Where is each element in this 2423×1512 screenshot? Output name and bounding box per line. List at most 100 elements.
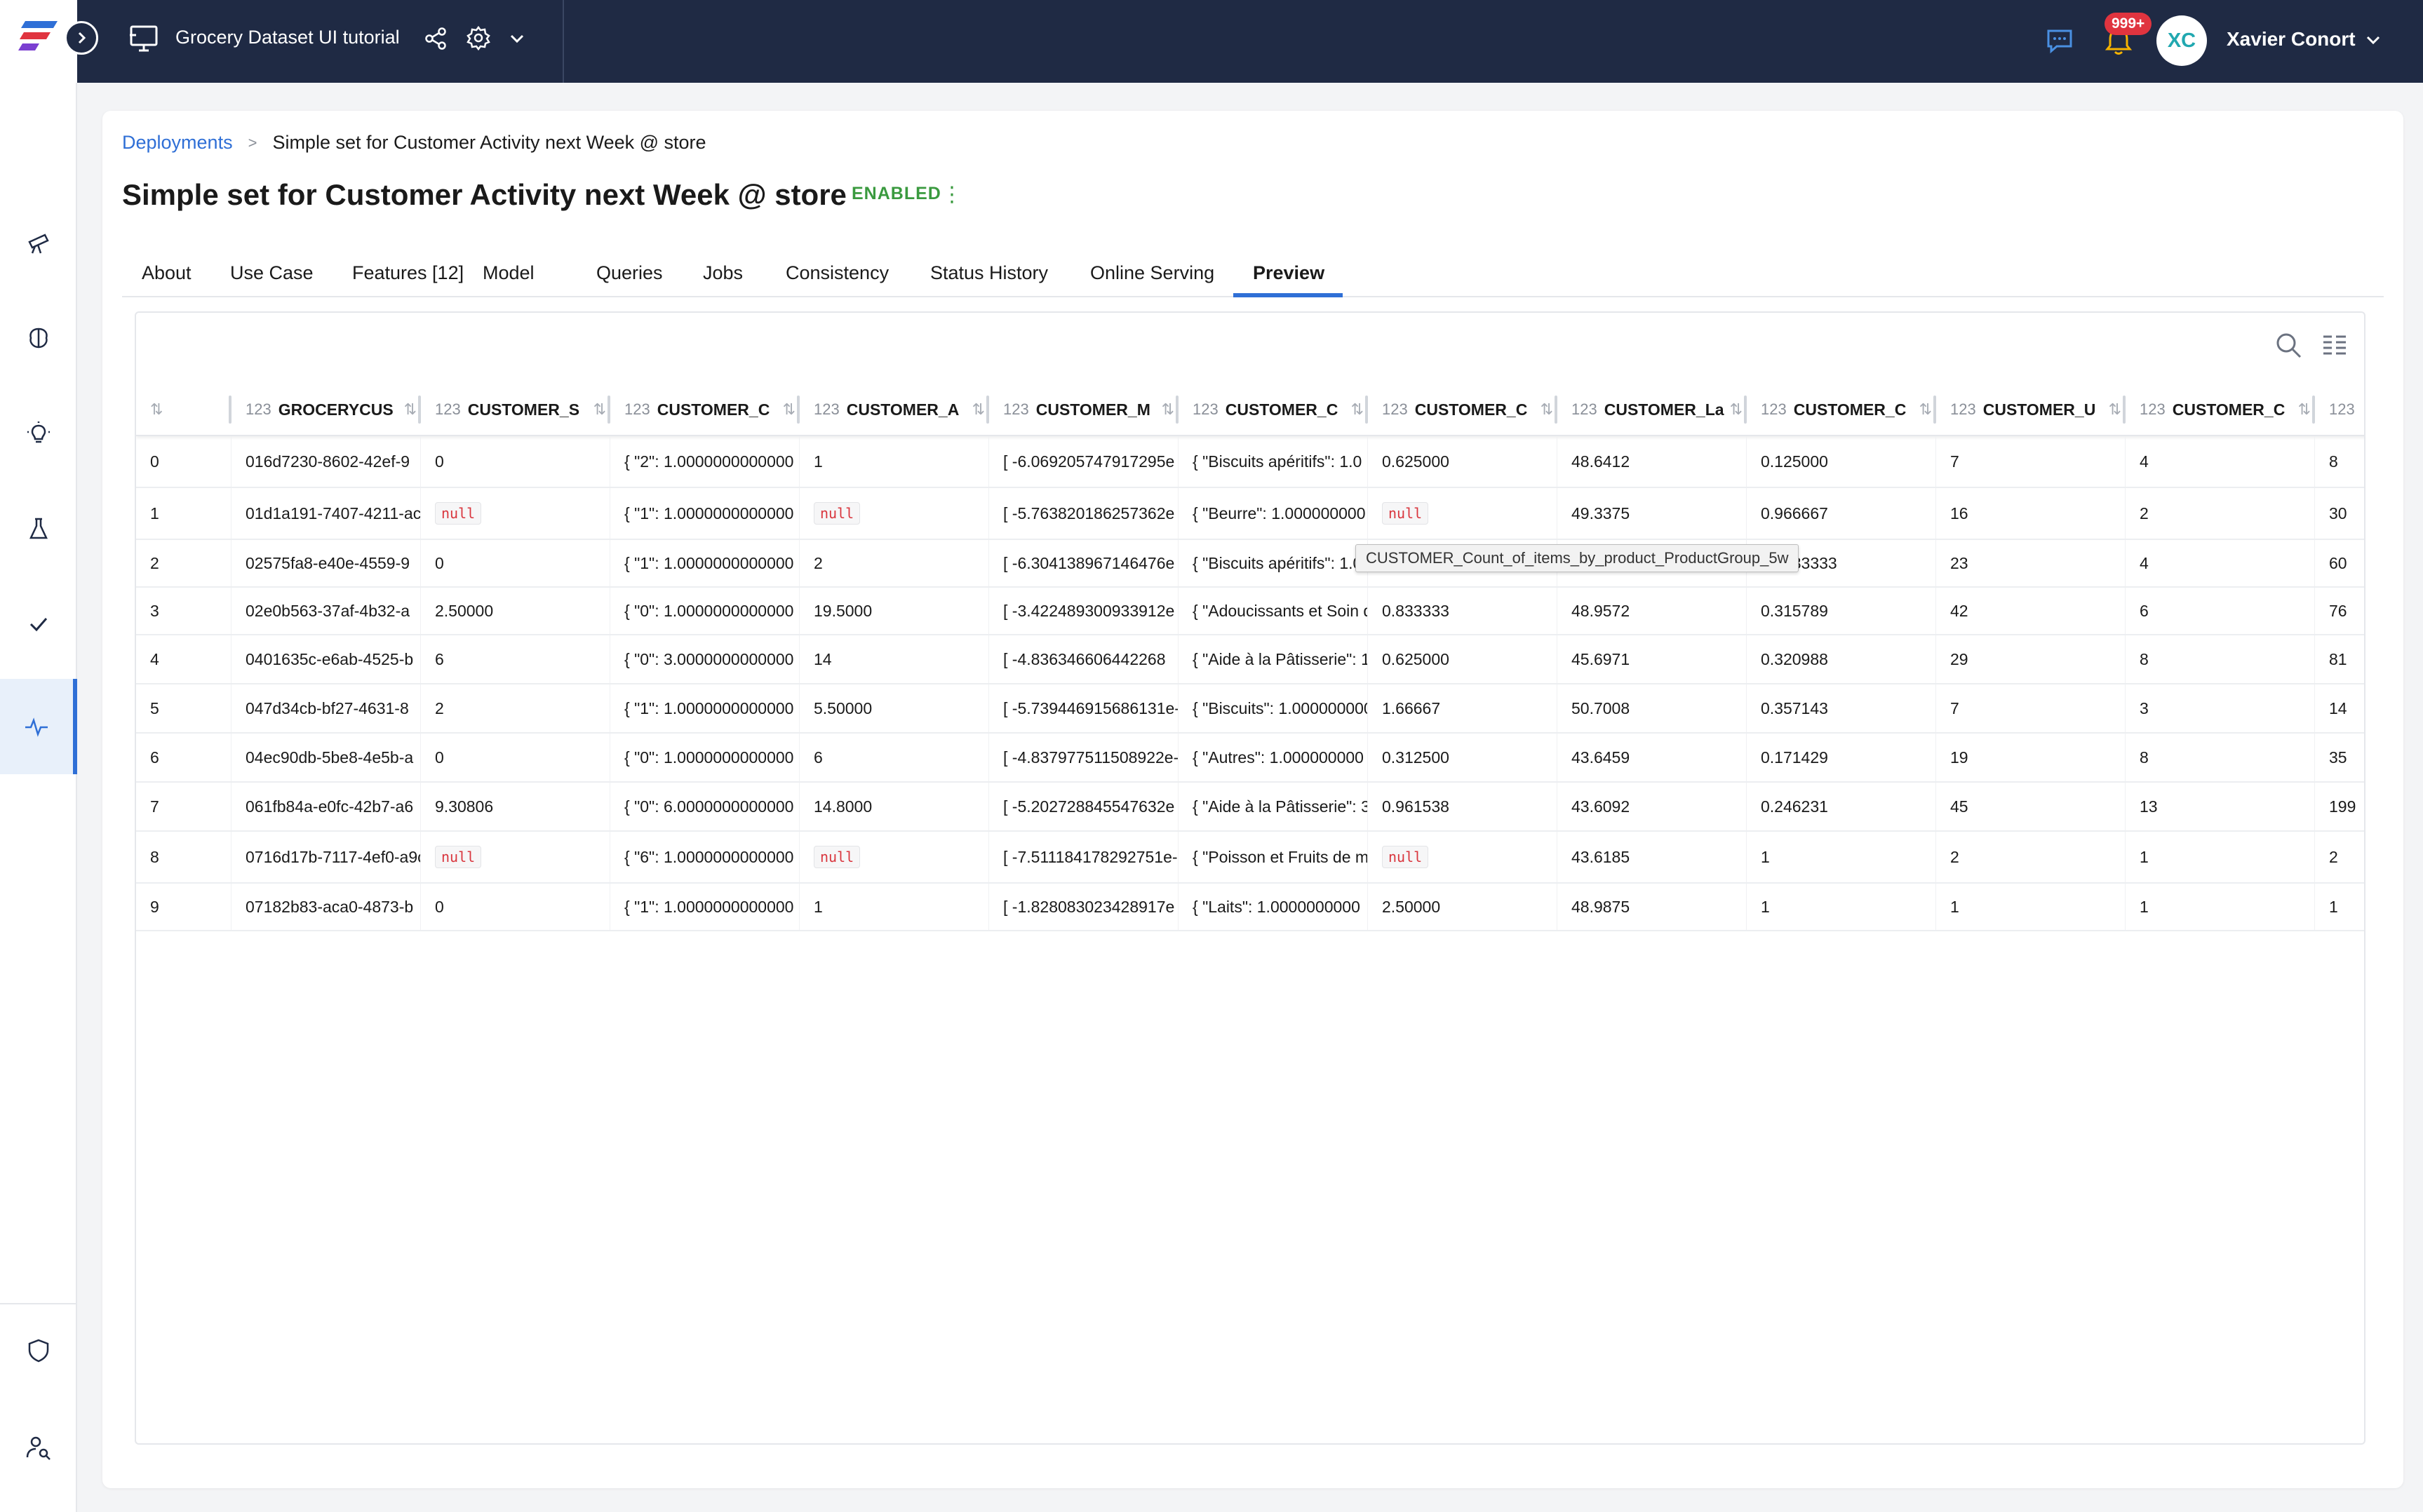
- sort-icon[interactable]: ⇅: [2108, 400, 2121, 418]
- column-resize-handle[interactable]: [2312, 396, 2315, 424]
- numeric-type-icon: 123: [1193, 400, 1219, 418]
- sort-icon[interactable]: ⇅: [1729, 400, 1743, 418]
- sort-icon[interactable]: ⇅: [150, 400, 163, 418]
- sort-icon[interactable]: ⇅: [1350, 400, 1364, 418]
- column-resize-handle[interactable]: [1176, 396, 1179, 424]
- table-row[interactable]: 3 02e0b563-37af-4b32-a 2.50000{ "0": 1.000…: [136, 588, 2364, 635]
- numeric-type-icon: 123: [1761, 400, 1787, 418]
- column-resize-handle[interactable]: [986, 396, 989, 424]
- tab-status-history[interactable]: Status History: [930, 262, 1049, 283]
- column-header[interactable]: 123 CUSTOMER_C ⇅: [1368, 383, 1557, 436]
- status-menu-icon[interactable]: ⋮: [941, 183, 962, 206]
- table-row[interactable]: 4 0401635c-e6ab-4525-b 6{ "0": 3.000000000…: [136, 635, 2364, 684]
- chevron-down-icon[interactable]: [508, 29, 526, 48]
- column-resize-handle[interactable]: [1365, 396, 1368, 424]
- chevron-down-icon[interactable]: [2364, 31, 2382, 49]
- sidebar-item-users[interactable]: [0, 1400, 77, 1495]
- tab-about[interactable]: About: [142, 262, 192, 283]
- sort-icon[interactable]: ⇅: [1919, 400, 1932, 418]
- column-resize-handle[interactable]: [608, 396, 610, 424]
- column-resize-handle[interactable]: [1555, 396, 1557, 424]
- sort-icon[interactable]: ⇅: [2297, 400, 2311, 418]
- table-cell: 2: [2126, 488, 2315, 539]
- numeric-type-icon: 123: [1003, 400, 1029, 418]
- share-icon[interactable]: [424, 27, 448, 50]
- table-cell: 6: [421, 635, 610, 683]
- column-resize-handle[interactable]: [1933, 396, 1936, 424]
- table-row[interactable]: 5 047d34cb-bf27-4631-8 2{ "1": 1.000000000…: [136, 684, 2364, 734]
- app-logo[interactable]: [18, 18, 59, 55]
- table-cell: 0: [421, 540, 610, 586]
- tab-model[interactable]: Model: [483, 262, 535, 283]
- sidebar-item-telescope[interactable]: [0, 195, 77, 290]
- column-resize-handle[interactable]: [229, 396, 231, 424]
- sidebar-item-ideas[interactable]: [0, 386, 77, 481]
- sidebar-item-security[interactable]: [0, 1303, 77, 1398]
- table-cell: 0.961538: [1368, 783, 1557, 830]
- column-resize-handle[interactable]: [797, 396, 800, 424]
- columns-icon[interactable]: [2321, 331, 2349, 359]
- column-resize-handle[interactable]: [2123, 396, 2126, 424]
- tab-features[interactable]: Features [12]: [352, 262, 464, 283]
- column-resize-handle[interactable]: [418, 396, 421, 424]
- column-header[interactable]: 123 GROCERYCUS ⇅: [231, 383, 421, 436]
- gear-icon[interactable]: [466, 25, 491, 50]
- tab-preview[interactable]: Preview: [1253, 262, 1325, 283]
- monitor-icon: [130, 25, 158, 52]
- column-header[interactable]: 123 CUSTOMER_M ⇅: [989, 383, 1179, 436]
- avatar[interactable]: XC: [2156, 15, 2207, 66]
- sort-icon[interactable]: ⇅: [403, 400, 417, 418]
- column-header[interactable]: 123 CUSTOMER_C ⇅: [2126, 383, 2315, 436]
- table-row[interactable]: 0 016d7230-8602-42ef-9 0{ "2": 1.000000000…: [136, 436, 2364, 488]
- table-cell: 1.66667: [1368, 684, 1557, 732]
- table-row[interactable]: 1 01d1a191-7407-4211-ac2 null { "1": 1.0000…: [136, 488, 2364, 540]
- column-header[interactable]: 123 CUSTOMER_A ⇅: [800, 383, 989, 436]
- tab-online-serving[interactable]: Online Serving: [1090, 262, 1215, 283]
- numeric-type-icon: 123: [624, 400, 650, 418]
- catalog-title[interactable]: Grocery Dataset UI tutorial: [175, 27, 400, 48]
- table-row[interactable]: 7 061fb84a-e0fc-42b7-a6 9.30806{ "0": 6.00…: [136, 783, 2364, 832]
- table-cell: 7: [1936, 684, 2126, 732]
- sort-icon[interactable]: ⇅: [593, 400, 606, 418]
- tab-consistency[interactable]: Consistency: [786, 262, 890, 283]
- column-header[interactable]: 123 CUSTOMER_S ⇅: [421, 383, 610, 436]
- table-row[interactable]: 9 07182b83-aca0-4873-b 0{ "1": 1.000000000…: [136, 884, 2364, 931]
- breadcrumb: Deployments > Simple set for Customer Ac…: [122, 132, 706, 154]
- chat-icon[interactable]: [2046, 27, 2074, 55]
- column-header[interactable]: 123 CUSTOMER_C ⇅: [1179, 383, 1368, 436]
- sort-icon[interactable]: ⇅: [1161, 400, 1174, 418]
- table-cell: 1: [1747, 832, 1936, 882]
- index-sort-header[interactable]: ⇅: [136, 383, 231, 436]
- column-header[interactable]: 123 CUSTOMER_U ⇅: [1936, 383, 2126, 436]
- column-header[interactable]: 123: [2315, 383, 2364, 436]
- tab-jobs[interactable]: Jobs: [703, 262, 744, 283]
- tab-use-case[interactable]: Use Case: [230, 262, 314, 283]
- expand-sidebar-button[interactable]: [65, 21, 98, 55]
- sidebar-item-brain[interactable]: [0, 290, 77, 386]
- sort-icon[interactable]: ⇅: [782, 400, 796, 418]
- sidebar-item-deployments[interactable]: [0, 679, 77, 774]
- column-header[interactable]: 123 CUSTOMER_C ⇅: [1747, 383, 1936, 436]
- sidebar-item-experiments[interactable]: [0, 481, 77, 576]
- sort-icon[interactable]: ⇅: [1540, 400, 1553, 418]
- column-resize-handle[interactable]: [1744, 396, 1747, 424]
- status-badge[interactable]: ENABLED: [852, 184, 941, 203]
- column-header[interactable]: 123 CUSTOMER_C ⇅: [610, 383, 800, 436]
- table-row[interactable]: 2 02575fa8-e40e-4559-9 0{ "1": 1.000000000…: [136, 540, 2364, 588]
- table-cell: { "Poisson et Fruits de m: [1179, 832, 1368, 882]
- user-name[interactable]: Xavier Conort: [2227, 28, 2356, 50]
- activity-icon: [25, 717, 48, 737]
- table-row[interactable]: 8 0716d17b-7117-4ef0-a9c null { "6": 1.0000…: [136, 832, 2364, 884]
- table-cell: 29: [1936, 635, 2126, 683]
- breadcrumb-deployments-link[interactable]: Deployments: [122, 132, 233, 153]
- table-cell: null: [1368, 488, 1557, 539]
- column-header[interactable]: 123 CUSTOMER_La ⇅: [1557, 383, 1747, 436]
- table-row[interactable]: 6 04ec90db-5be8-4e5b-a 0{ "0": 1.000000000…: [136, 734, 2364, 783]
- sidebar-item-approvals[interactable]: [0, 576, 77, 672]
- tab-queries[interactable]: Queries: [596, 262, 663, 283]
- table-cell: 0: [421, 884, 610, 930]
- sort-icon[interactable]: ⇅: [972, 400, 985, 418]
- table-cell: 7: [1936, 436, 2126, 487]
- column-header-label: CUSTOMER_S: [467, 400, 580, 419]
- search-icon[interactable]: [2273, 330, 2304, 360]
